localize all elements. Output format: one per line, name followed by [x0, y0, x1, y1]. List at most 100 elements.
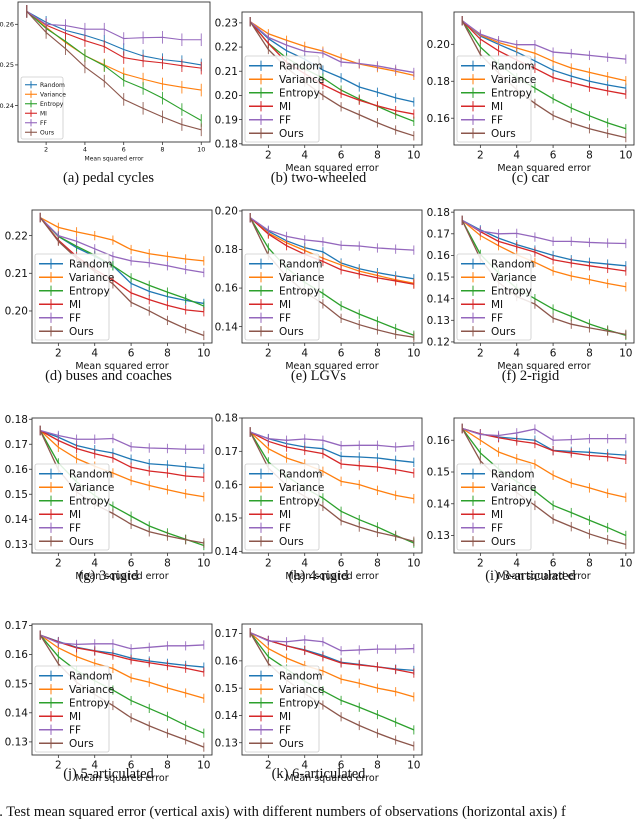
- legend-label: FF: [491, 313, 503, 325]
- legend-label: Random: [69, 259, 112, 271]
- subplot-caption: (a) pedal cycles: [2, 170, 215, 187]
- y-tick-label: 0.16: [427, 113, 451, 125]
- legend-label: Ours: [279, 128, 304, 140]
- y-tick-label: 0.15: [5, 489, 28, 501]
- y-tick-label: 0.16: [215, 656, 239, 668]
- legend-label: Variance: [69, 272, 114, 284]
- y-tick-label: 0.15: [427, 467, 450, 479]
- y-tick-label: 0.18: [427, 76, 450, 88]
- legend-label: Random: [491, 469, 534, 481]
- x-tick-label: 4: [83, 146, 87, 154]
- legend-label: Random: [491, 259, 534, 271]
- y-tick-label: 0.15: [427, 272, 450, 284]
- legend-label: Entropy: [491, 286, 532, 298]
- x-tick-label: 6: [550, 150, 557, 162]
- y-tick-label: 0.16: [427, 250, 451, 262]
- x-tick-label: 6: [122, 146, 126, 154]
- legend-label: FF: [279, 313, 291, 325]
- legend-label: Ours: [491, 536, 516, 548]
- y-tick-label: 0.14: [5, 707, 29, 719]
- legend-label: Random: [40, 82, 65, 89]
- legend-label: Random: [279, 259, 322, 271]
- legend-label: Entropy: [491, 496, 532, 508]
- legend-label: FF: [279, 523, 291, 535]
- legend-item: Entropy: [25, 100, 64, 108]
- legend-label: Random: [491, 61, 534, 73]
- y-tick-label: 0.24: [0, 102, 14, 110]
- y-tick-label: 0.16: [215, 283, 239, 295]
- legend-label: Variance: [279, 74, 324, 86]
- legend-label: Ours: [491, 326, 516, 338]
- x-tick-label: 10: [619, 348, 632, 360]
- legend-label: Entropy: [279, 496, 320, 508]
- subplot-caption: (g) 3-rigid: [2, 568, 215, 585]
- y-tick-label: 0.16: [5, 649, 29, 661]
- x-tick-label: 6: [550, 348, 557, 360]
- legend-label: Random: [279, 469, 322, 481]
- y-tick-label: 0.18: [215, 413, 238, 425]
- x-tick-label: 2: [477, 150, 484, 162]
- legend-label: MI: [40, 110, 47, 117]
- x-tick-label: 8: [374, 150, 381, 162]
- y-tick-label: 0.16: [215, 479, 239, 491]
- x-tick-label: 6: [128, 348, 135, 360]
- y-tick-label: 0.14: [215, 321, 239, 333]
- x-tick-label: 8: [586, 348, 593, 360]
- legend-label: Ours: [491, 128, 516, 140]
- y-tick-label: 0.13: [215, 737, 238, 749]
- x-tick-label: 10: [407, 348, 420, 360]
- y-tick-label: 0.16: [427, 435, 451, 447]
- x-axis-label: Mean squared error: [85, 156, 144, 163]
- legend-label: Entropy: [491, 88, 532, 100]
- y-tick-label: 0.17: [427, 228, 450, 240]
- figure-caption: 2. Test mean squared error (vertical axi…: [0, 804, 566, 821]
- y-tick-label: 0.16: [5, 464, 29, 476]
- legend-label: Random: [69, 469, 112, 481]
- legend-label: Entropy: [69, 496, 110, 508]
- subplot-caption: (k) 6-articulated: [212, 766, 425, 783]
- legend-label: Random: [69, 671, 112, 683]
- y-tick-label: 0.19: [215, 114, 238, 126]
- y-tick-label: 0.17: [215, 628, 238, 640]
- x-tick-label: 10: [407, 150, 420, 162]
- legend-label: MI: [491, 509, 503, 521]
- legend-label: Entropy: [40, 101, 64, 108]
- legend-label: Ours: [279, 326, 304, 338]
- y-tick-label: 0.25: [0, 61, 14, 69]
- legend-label: Ours: [40, 129, 54, 136]
- y-tick-label: 0.14: [427, 498, 451, 510]
- legend-label: MI: [69, 509, 81, 521]
- y-tick-label: 0.14: [215, 546, 239, 558]
- legend-label: Entropy: [279, 698, 320, 710]
- legend-label: Ours: [279, 536, 304, 548]
- subplot-caption: (f) 2-rigid: [424, 368, 637, 385]
- legend-label: FF: [69, 313, 81, 325]
- legend-label: Entropy: [69, 286, 110, 298]
- legend-label: MI: [279, 299, 291, 311]
- y-tick-label: 0.18: [427, 207, 450, 219]
- legend-label: Ours: [69, 738, 94, 750]
- legend-label: Variance: [491, 74, 536, 86]
- y-tick-label: 0.15: [215, 513, 238, 525]
- x-tick-label: 2: [55, 348, 62, 360]
- x-tick-label: 4: [513, 348, 520, 360]
- legend-label: MI: [69, 711, 81, 723]
